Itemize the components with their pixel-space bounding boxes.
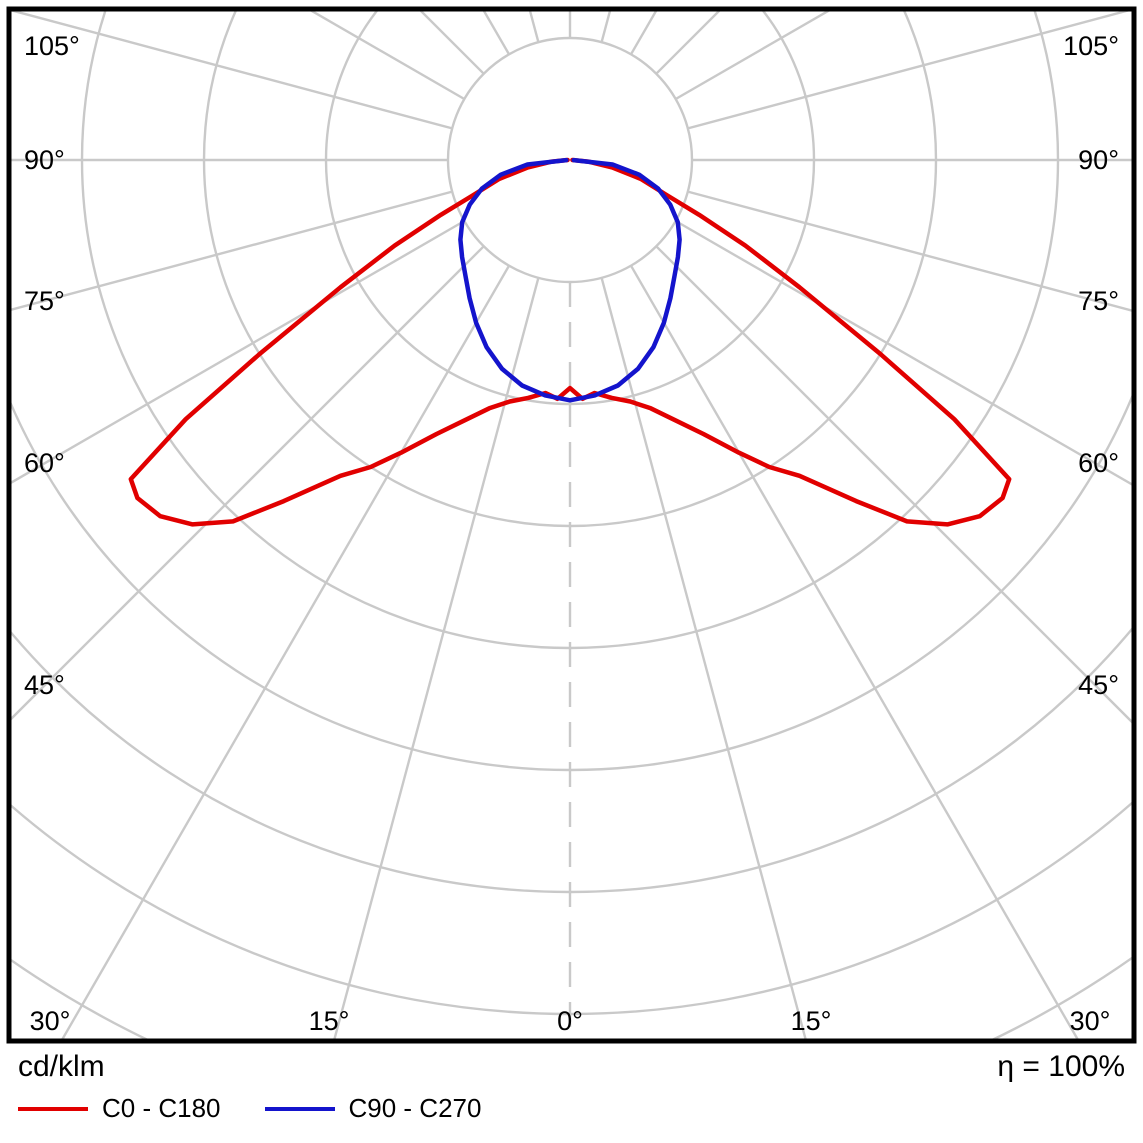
angle-label: 0° (557, 1006, 583, 1036)
curve-c90c270 (458, 157, 682, 403)
legend-item: C0 - C180 (18, 1093, 221, 1124)
angle-label: 60° (1078, 448, 1119, 478)
legend-series-name: C0 - C180 (102, 1093, 221, 1123)
polar-plot: 105° 90° 75° 60° 45° 105° 90° 75° 60° 45° 30° 15° 0°… (6, 6, 1137, 1044)
angle-label: 45° (24, 670, 65, 700)
legend: C0 - C180 C90 - C270 (18, 1093, 1125, 1124)
angle-label: 105° (1063, 31, 1119, 61)
angle-label: 75° (1078, 286, 1119, 316)
efficiency-label: η = 100% (997, 1050, 1125, 1083)
angle-label: 30° (30, 1006, 71, 1036)
angle-label: 75° (24, 286, 65, 316)
legend-swatch (264, 1106, 335, 1111)
angle-label: 45° (1078, 670, 1119, 700)
angle-labels: 105° 90° 75° 60° 45° 105° 90° 75° 60° 45° 30° 15° 0°… (24, 31, 1119, 1036)
angle-label: 105° (24, 31, 80, 61)
units-label: cd/klm (18, 1050, 105, 1083)
angle-label: 15° (791, 1006, 832, 1036)
legend-item: C90 - C270 (264, 1093, 482, 1124)
grid-rays (11, 11, 1132, 1041)
angle-label: 15° (309, 1006, 350, 1036)
curve-c0c180 (128, 157, 1012, 527)
curves (128, 157, 1012, 527)
legend-series-name: C90 - C270 (348, 1093, 482, 1123)
angle-label: 90° (1078, 145, 1119, 175)
angle-label: 60° (24, 448, 65, 478)
angle-label: 90° (24, 145, 65, 175)
legend-swatch (18, 1106, 88, 1111)
plot-border (6, 6, 1137, 1044)
angle-label: 30° (1070, 1006, 1111, 1036)
legend-area: cd/klm η = 100% C0 - C180 C90 - C270 (0, 1048, 1143, 1124)
grid-circles (11, 11, 1132, 1041)
